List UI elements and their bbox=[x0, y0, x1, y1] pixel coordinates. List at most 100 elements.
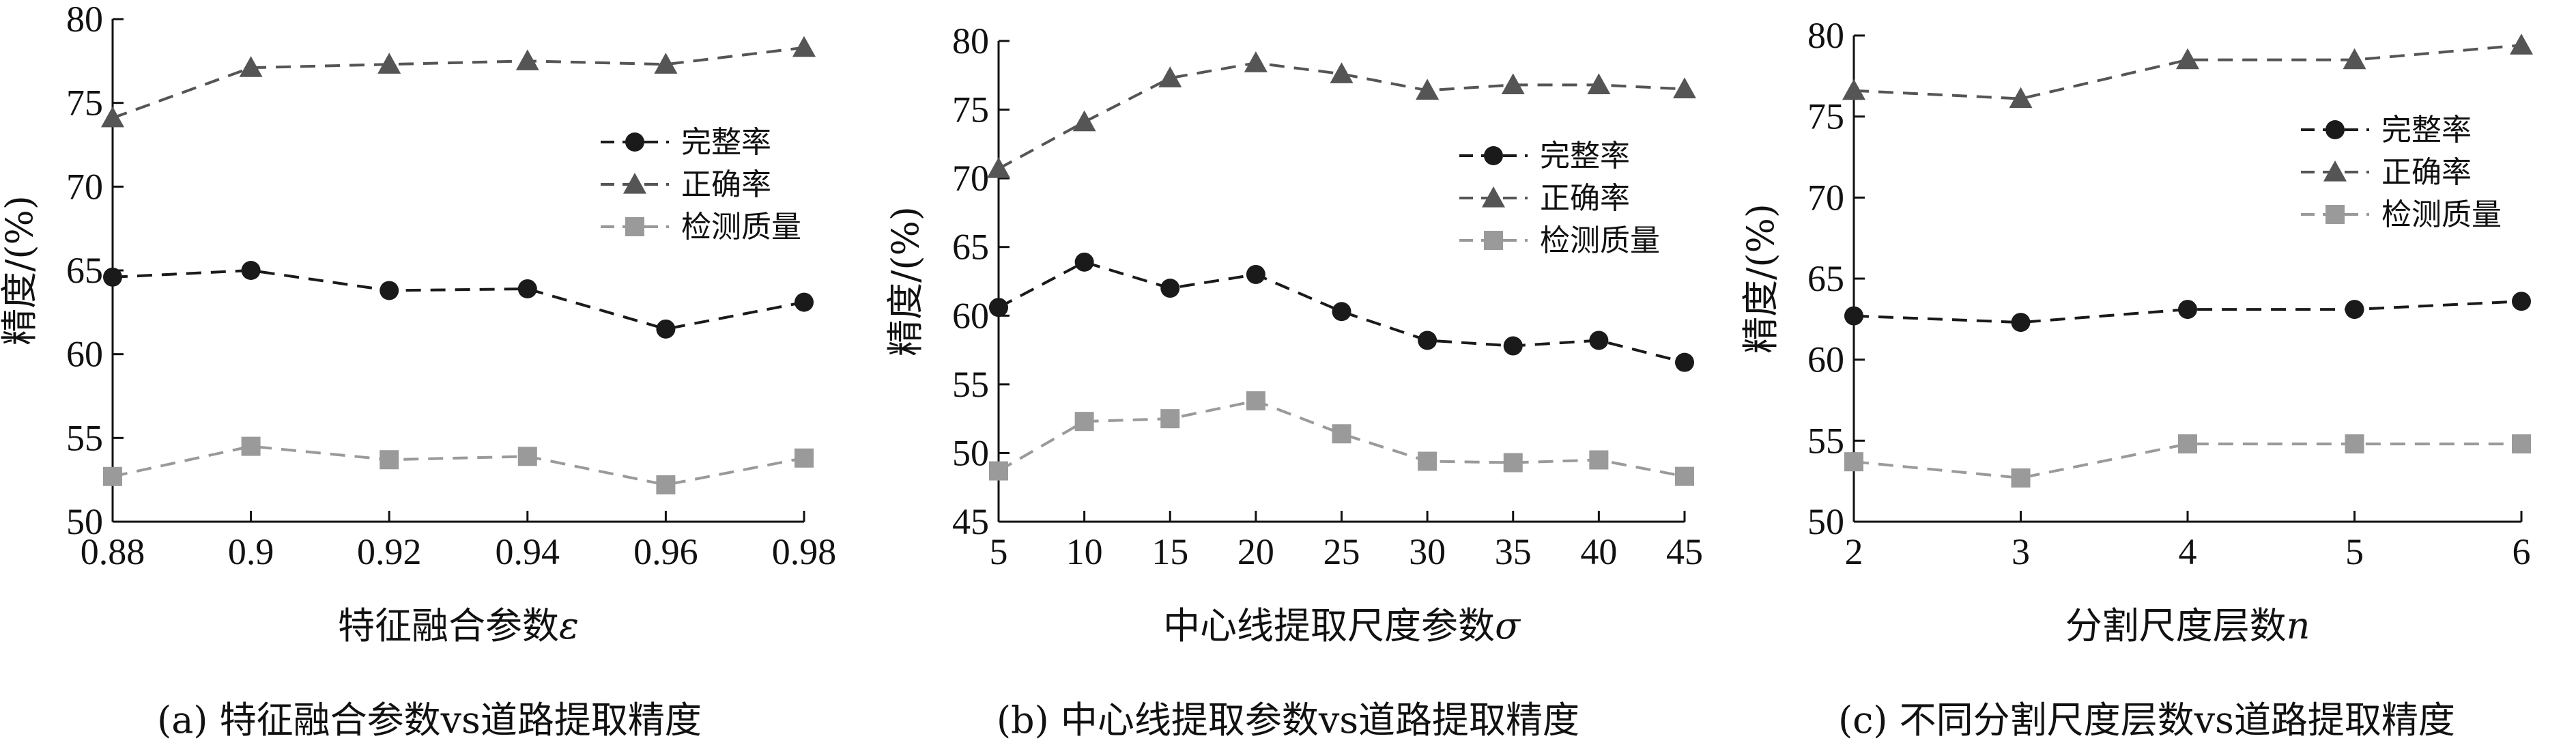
series-line bbox=[112, 445, 805, 487]
data-point bbox=[1072, 110, 1096, 132]
data-point bbox=[2178, 434, 2197, 454]
chart-panel-c: 50 55 60 65 70 75 80 2 3 4 5 6 精度/(%) 分割尺度层数n 完整率 正确率 检测… bbox=[1717, 0, 2576, 745]
x-tick-label: 0.9 bbox=[228, 531, 274, 572]
y-tick-label: 55 bbox=[66, 417, 103, 458]
data-point bbox=[989, 461, 1008, 481]
x-tick-label: 0.98 bbox=[772, 531, 837, 572]
x-tick-label: 0.92 bbox=[357, 531, 422, 572]
y-tick-label: 80 bbox=[1807, 15, 1844, 56]
data-point bbox=[380, 450, 399, 470]
data-point bbox=[103, 267, 122, 287]
data-point bbox=[2178, 300, 2197, 320]
data-point bbox=[654, 53, 678, 74]
data-point bbox=[1503, 453, 1523, 473]
data-point bbox=[1244, 51, 1268, 72]
data-point bbox=[1160, 409, 1180, 429]
x-tick-label: 0.94 bbox=[496, 531, 560, 572]
data-point bbox=[1074, 412, 1094, 432]
series-square bbox=[989, 391, 1694, 486]
data-point bbox=[1844, 306, 1863, 326]
data-point bbox=[2343, 48, 2366, 70]
series-circle bbox=[1844, 292, 2531, 333]
y-axis-label: 精度/(%) bbox=[0, 195, 41, 346]
x-axis-label: 分割尺度层数n bbox=[2065, 604, 2310, 647]
y-tick-label: 50 bbox=[66, 501, 103, 542]
data-point bbox=[1074, 252, 1094, 272]
chart-svg-c: 50 55 60 65 70 75 80 2 3 4 5 6 精度/(%) 分割尺度层数n 完整率正确率检测… bbox=[1739, 15, 2533, 647]
data-point bbox=[1673, 77, 1696, 98]
data-point bbox=[1330, 62, 1354, 83]
series-line bbox=[998, 260, 1685, 364]
series-line bbox=[998, 399, 1685, 478]
x-tick-label: 15 bbox=[1151, 531, 1188, 572]
chart-svg-b: 45 50 55 60 65 70 75 80 5 10 15 20 25 30 35 40 45 精度/(%) 中… bbox=[884, 20, 1703, 647]
series-line bbox=[1853, 442, 2521, 479]
legend-label: 检测质量 bbox=[1540, 223, 1660, 258]
data-point bbox=[1675, 352, 1694, 372]
x-tick-label: 25 bbox=[1323, 531, 1360, 572]
series-square bbox=[103, 436, 814, 495]
x-axis-label: 中心线提取尺度参数σ bbox=[1163, 604, 1521, 647]
series-triangle bbox=[987, 51, 1696, 178]
y-tick-label: 80 bbox=[66, 0, 103, 40]
data-point bbox=[2345, 434, 2364, 454]
data-point bbox=[656, 319, 676, 339]
x-tick-label: 2 bbox=[1845, 531, 1863, 572]
x-tick-label: 4 bbox=[2179, 531, 2197, 572]
legend-marker bbox=[2323, 160, 2347, 182]
data-point bbox=[1246, 264, 1265, 284]
chart-caption-a: (a) 特征融合参数vs道路提取精度 bbox=[157, 699, 702, 742]
series-line bbox=[1853, 44, 2522, 100]
legend-label: 完整率 bbox=[2381, 113, 2472, 147]
data-point bbox=[2011, 313, 2031, 333]
series-triangle bbox=[1842, 33, 2533, 109]
y-tick-label: 75 bbox=[66, 83, 103, 124]
y-tick-label: 65 bbox=[1807, 258, 1844, 299]
legend-label: 检测质量 bbox=[2381, 197, 2502, 232]
x-tick-label: 0.88 bbox=[81, 531, 145, 572]
y-axis-label: 精度/(%) bbox=[884, 206, 927, 356]
y-tick-label: 55 bbox=[952, 364, 989, 405]
data-point bbox=[241, 261, 261, 280]
data-point bbox=[1332, 424, 1351, 444]
data-point bbox=[989, 298, 1008, 318]
series-line bbox=[998, 61, 1685, 170]
legend-marker bbox=[2325, 205, 2345, 224]
x-axis-label-text: 分割尺度层数 bbox=[2065, 604, 2287, 647]
legend-label: 正确率 bbox=[2381, 155, 2472, 190]
data-point bbox=[1501, 73, 1525, 94]
data-point bbox=[795, 292, 814, 312]
legend-label: 检测质量 bbox=[681, 210, 801, 244]
x-tick-label: 5 bbox=[990, 531, 1008, 572]
legend-label: 完整率 bbox=[1540, 139, 1630, 173]
y-tick-label: 55 bbox=[1807, 420, 1844, 461]
data-point bbox=[1160, 279, 1180, 298]
y-tick-label: 75 bbox=[1807, 96, 1844, 137]
data-point bbox=[987, 157, 1010, 178]
x-tick-label: 20 bbox=[1237, 531, 1274, 572]
data-point bbox=[1844, 452, 1863, 472]
data-point bbox=[103, 466, 122, 486]
data-point bbox=[1842, 79, 1865, 100]
y-tick-label: 65 bbox=[952, 227, 989, 268]
data-point bbox=[101, 106, 124, 128]
data-point bbox=[1158, 66, 1182, 87]
y-tick-label: 70 bbox=[66, 166, 103, 207]
legend-marker bbox=[625, 132, 644, 152]
y-tick-label: 60 bbox=[1807, 339, 1844, 380]
x-axis-label-symbol: ε bbox=[559, 604, 579, 647]
legend-marker bbox=[623, 173, 646, 194]
y-tick-label: 70 bbox=[1807, 177, 1844, 218]
series-triangle bbox=[101, 36, 816, 128]
x-tick-label: 3 bbox=[2012, 531, 2030, 572]
y-tick-label: 60 bbox=[66, 334, 103, 375]
data-point bbox=[377, 53, 401, 74]
data-point bbox=[515, 49, 539, 70]
data-point bbox=[1332, 302, 1351, 322]
data-point bbox=[241, 436, 261, 456]
data-point bbox=[1418, 451, 1437, 471]
chart-caption-b: (b) 中心线提取参数vs道路提取精度 bbox=[996, 699, 1580, 742]
x-tick-label: 30 bbox=[1409, 531, 1446, 572]
data-point bbox=[1589, 331, 1609, 350]
